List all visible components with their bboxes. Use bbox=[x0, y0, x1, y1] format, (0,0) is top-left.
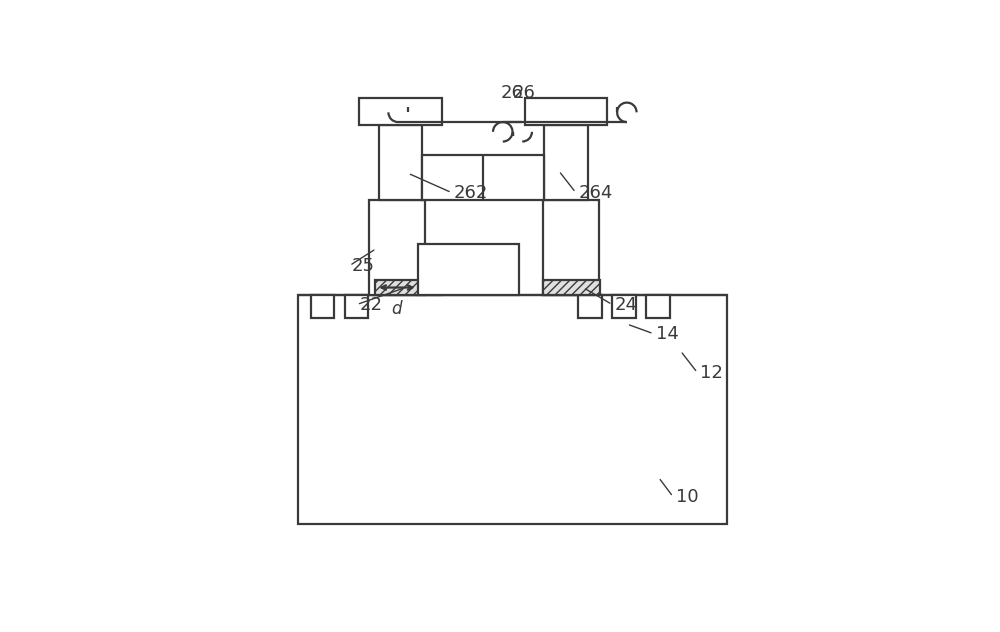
Text: 10: 10 bbox=[676, 488, 698, 506]
Bar bbox=[544, 125, 588, 200]
Bar bbox=[422, 155, 544, 200]
Bar bbox=[418, 244, 519, 295]
Bar bbox=[543, 280, 600, 295]
Text: 24: 24 bbox=[615, 296, 638, 313]
Bar bbox=[311, 295, 334, 318]
Text: 25: 25 bbox=[352, 257, 375, 275]
Bar bbox=[298, 295, 727, 523]
Bar bbox=[359, 98, 442, 125]
Bar bbox=[646, 295, 670, 318]
Bar bbox=[369, 200, 425, 295]
Text: 264: 264 bbox=[578, 184, 613, 202]
Text: 26: 26 bbox=[501, 84, 524, 102]
Text: d: d bbox=[392, 300, 402, 319]
Bar bbox=[375, 280, 442, 295]
Text: 262: 262 bbox=[454, 184, 488, 202]
Text: 14: 14 bbox=[656, 325, 679, 343]
Bar bbox=[578, 295, 602, 318]
Bar bbox=[525, 98, 607, 125]
Text: 22: 22 bbox=[359, 296, 382, 313]
Bar bbox=[612, 295, 636, 318]
Bar bbox=[543, 200, 599, 295]
Bar bbox=[345, 295, 368, 318]
Bar bbox=[379, 125, 422, 200]
Text: 26: 26 bbox=[512, 84, 535, 102]
Text: 12: 12 bbox=[700, 363, 723, 382]
